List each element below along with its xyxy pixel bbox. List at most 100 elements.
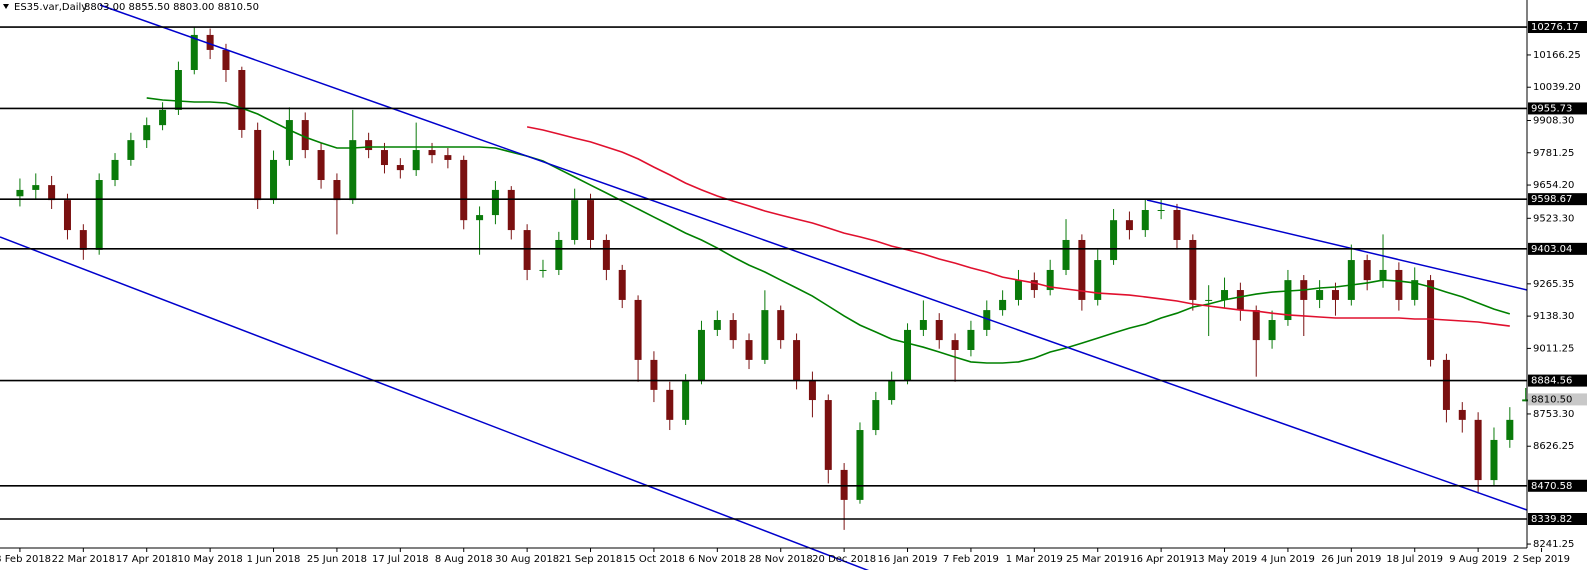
candle-body [1141, 209, 1149, 231]
candle-body [793, 340, 801, 380]
candle-body [1522, 399, 1530, 402]
y-tick-label: 9011.25 [1533, 343, 1574, 354]
candle-body [1427, 280, 1435, 360]
level-label: 8884.56 [1531, 376, 1572, 387]
level-tag [1528, 479, 1587, 492]
candle-body [1236, 290, 1244, 311]
trendline [99, 4, 1528, 511]
candle-body [365, 140, 373, 151]
x-tick-label: 1 Jun 2018 [247, 554, 301, 565]
candle-body [1221, 290, 1229, 300]
candle-body [888, 379, 896, 401]
candle-body [1030, 280, 1038, 291]
candle-body [967, 329, 975, 350]
x-tick-label: 16 Jan 2019 [878, 554, 938, 565]
candle-body [63, 200, 71, 231]
candle-body [1331, 290, 1339, 300]
candle-body [1125, 220, 1133, 231]
candle-body [222, 49, 230, 70]
candle-body [32, 185, 40, 190]
y-tick-label: 9781.25 [1533, 148, 1574, 159]
candle-body [935, 320, 943, 341]
candle-body [1078, 239, 1086, 300]
candle-body [254, 129, 262, 201]
candle-body [1411, 280, 1419, 300]
level-label: 9955.73 [1531, 103, 1572, 114]
candle-body [650, 359, 658, 390]
y-tick-label: 8241.25 [1533, 539, 1574, 550]
candle-body [745, 340, 753, 360]
candle-body [1014, 280, 1022, 300]
candle-body [1458, 409, 1466, 420]
candle-body [79, 230, 87, 250]
moving-average [526, 126, 1510, 327]
menu-arrow[interactable] [3, 4, 9, 9]
header-quote: 8803.00 8855.50 8803.00 8810.50 [84, 2, 259, 13]
candle-body [1046, 269, 1054, 291]
candle-body [856, 430, 864, 500]
candle-body [1189, 239, 1197, 300]
candle-body [428, 150, 436, 156]
candle-body [1506, 419, 1514, 440]
y-tick-label: 10166.25 [1533, 50, 1581, 61]
x-tick-label: 25 Mar 2019 [1066, 554, 1129, 565]
candle-body [127, 140, 135, 160]
candle-body [333, 180, 341, 201]
level-label: 8470.58 [1531, 481, 1572, 492]
candle-body [412, 150, 420, 171]
candle-body [95, 180, 103, 250]
y-tick-label: 9265.35 [1533, 279, 1574, 290]
candle-body [206, 34, 214, 50]
x-tick-label: 17 Jul 2018 [372, 554, 429, 565]
candle-body [697, 329, 705, 380]
y-tick-label: 8753.30 [1533, 409, 1574, 420]
candle-body [16, 189, 24, 197]
level-tag [1528, 21, 1587, 34]
candle-body [1490, 439, 1498, 481]
candle-body [1474, 419, 1482, 481]
candle-body [491, 189, 499, 216]
candle-body [285, 120, 293, 160]
candle-body [1062, 239, 1070, 270]
candle-body [555, 239, 563, 270]
candle-body [507, 189, 515, 231]
candle-body [317, 150, 325, 181]
candle-body [539, 269, 547, 271]
x-tick-label: 30 Aug 2018 [495, 554, 559, 565]
candle-body [618, 269, 626, 300]
y-tick-label: 9138.30 [1533, 311, 1574, 322]
x-tick-label: 17 Apr 2018 [116, 554, 178, 565]
candle-body [380, 150, 388, 166]
x-tick-label: 8 Aug 2018 [435, 554, 493, 565]
candle-body [1268, 320, 1276, 341]
candle-body [111, 159, 119, 181]
level-label: 9403.04 [1531, 244, 1572, 255]
candle-body [919, 320, 927, 330]
chart-title: ES35.var,Daily [14, 2, 87, 13]
level-label: 8339.82 [1531, 514, 1572, 525]
candle-body [872, 400, 880, 431]
x-tick-label: 28 Nov 2018 [749, 554, 813, 565]
candle-body [174, 69, 182, 110]
x-tick-label: 7 Feb 2019 [943, 554, 999, 565]
candle-body [190, 34, 198, 70]
x-tick-label: 1 Mar 2019 [1006, 554, 1063, 565]
x-tick-label: 13 May 2019 [1192, 554, 1257, 565]
moving-average [146, 97, 1511, 364]
x-tick-label: 26 Jun 2019 [1321, 554, 1381, 565]
candle-body [587, 200, 595, 240]
candle-body [1395, 269, 1403, 300]
level-label: 10276.17 [1531, 22, 1579, 33]
x-tick-label: 18 Jul 2019 [1386, 554, 1443, 565]
candle-body [666, 389, 674, 420]
candle-body [571, 200, 579, 240]
candle-body [1379, 269, 1387, 281]
y-tick-label: 10039.20 [1533, 82, 1581, 93]
x-tick-label: 16 Apr 2019 [1130, 554, 1192, 565]
y-tick-label: 9908.30 [1533, 115, 1574, 126]
level-tag [1528, 513, 1587, 526]
candle-body [1110, 220, 1118, 261]
last-price-tag [1528, 393, 1587, 406]
